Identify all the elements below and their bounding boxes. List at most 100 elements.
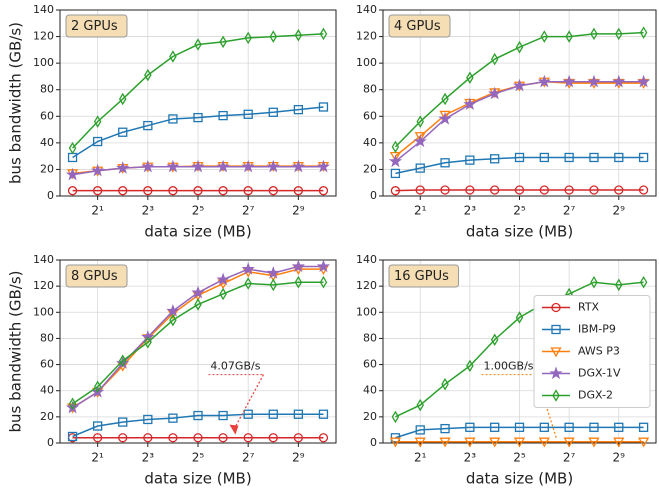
marker bbox=[318, 102, 329, 112]
y-tick-label: 140 bbox=[356, 253, 377, 266]
x-tick-label: 2¹ bbox=[91, 451, 104, 465]
marker bbox=[291, 259, 306, 273]
marker bbox=[589, 422, 599, 432]
marker bbox=[414, 132, 426, 143]
marker bbox=[490, 52, 499, 66]
marker bbox=[414, 437, 426, 448]
marker bbox=[218, 110, 228, 121]
marker bbox=[614, 422, 624, 432]
y-tick-label: 0 bbox=[47, 436, 54, 449]
x-axis-label: data size (MB) bbox=[466, 223, 573, 241]
series-line bbox=[72, 106, 324, 159]
x-tick-label: 2³ bbox=[142, 451, 155, 465]
marker bbox=[316, 159, 331, 173]
marker bbox=[193, 186, 203, 196]
marker bbox=[241, 159, 255, 173]
y-tick-label: 80 bbox=[363, 331, 377, 344]
marker bbox=[268, 433, 278, 443]
y-tick-label: 20 bbox=[40, 162, 54, 175]
marker bbox=[564, 422, 574, 432]
y-tick-label: 0 bbox=[370, 436, 377, 449]
marker bbox=[537, 74, 551, 88]
marker bbox=[318, 433, 329, 443]
marker bbox=[319, 275, 328, 289]
y-tick-label: 40 bbox=[363, 136, 377, 149]
y-tick-label: 120 bbox=[356, 279, 377, 292]
legend-box bbox=[533, 295, 651, 408]
panel-title: 16 GPUs bbox=[394, 269, 449, 284]
marker bbox=[241, 262, 255, 275]
x-tick-label: 2¹ bbox=[414, 204, 427, 218]
marker bbox=[465, 155, 475, 165]
marker bbox=[590, 275, 598, 289]
marker bbox=[143, 414, 153, 425]
marker bbox=[539, 185, 549, 195]
marker bbox=[219, 287, 227, 301]
y-tick-label: 140 bbox=[33, 253, 54, 266]
marker bbox=[194, 38, 202, 51]
marker bbox=[193, 433, 203, 443]
y-tick-label: 60 bbox=[40, 109, 54, 122]
marker bbox=[143, 120, 153, 131]
marker bbox=[67, 186, 78, 196]
marker bbox=[293, 409, 304, 419]
y-axis-label: bus bandwidth (GB/s) bbox=[7, 22, 25, 184]
x-tick-label: 2⁵ bbox=[192, 451, 205, 465]
marker bbox=[391, 410, 400, 424]
plot-frame bbox=[59, 259, 337, 444]
x-tick-label: 2⁵ bbox=[513, 451, 526, 465]
marker bbox=[168, 114, 178, 124]
y-tick-label: 0 bbox=[47, 189, 54, 202]
panel-title: 8 GPUs bbox=[71, 269, 118, 284]
marker bbox=[243, 409, 253, 419]
marker bbox=[65, 167, 80, 181]
marker bbox=[243, 109, 253, 119]
marker bbox=[319, 27, 328, 41]
legend-label: AWS P3 bbox=[578, 345, 620, 358]
x-tick-label: 2⁷ bbox=[563, 451, 576, 465]
marker bbox=[639, 26, 648, 39]
marker bbox=[92, 433, 103, 443]
series-line bbox=[395, 281, 644, 418]
marker bbox=[93, 380, 102, 394]
y-tick-label: 120 bbox=[33, 279, 54, 292]
marker bbox=[588, 437, 600, 448]
marker bbox=[391, 140, 400, 154]
marker bbox=[118, 433, 128, 443]
marker bbox=[244, 277, 252, 290]
marker bbox=[440, 185, 450, 195]
plot-frame bbox=[382, 259, 657, 444]
marker bbox=[216, 159, 230, 173]
marker bbox=[514, 152, 525, 163]
marker bbox=[389, 437, 402, 448]
marker bbox=[68, 141, 77, 155]
marker bbox=[489, 437, 501, 448]
marker bbox=[294, 28, 303, 42]
y-tick-label: 100 bbox=[33, 305, 54, 318]
marker bbox=[466, 359, 474, 373]
marker bbox=[92, 421, 103, 431]
x-tick-label: 2⁹ bbox=[292, 451, 305, 465]
marker bbox=[638, 185, 649, 195]
marker bbox=[218, 433, 228, 443]
marker bbox=[243, 186, 253, 196]
marker bbox=[269, 278, 278, 292]
marker bbox=[266, 266, 280, 279]
marker bbox=[193, 410, 203, 421]
x-tick-label: 2¹ bbox=[414, 451, 427, 465]
marker bbox=[218, 186, 228, 196]
marker bbox=[540, 30, 549, 43]
marker bbox=[118, 354, 127, 367]
marker bbox=[216, 272, 230, 286]
marker bbox=[291, 159, 306, 173]
legend-label: IBM-P9 bbox=[578, 323, 616, 336]
x-tick-label: 2³ bbox=[142, 204, 155, 218]
series-line bbox=[395, 426, 644, 439]
marker bbox=[549, 366, 563, 380]
marker bbox=[550, 347, 562, 358]
x-tick-label: 2³ bbox=[464, 451, 477, 465]
y-tick-label: 140 bbox=[356, 3, 377, 16]
marker bbox=[91, 163, 105, 177]
marker bbox=[415, 185, 425, 195]
marker bbox=[144, 68, 152, 82]
